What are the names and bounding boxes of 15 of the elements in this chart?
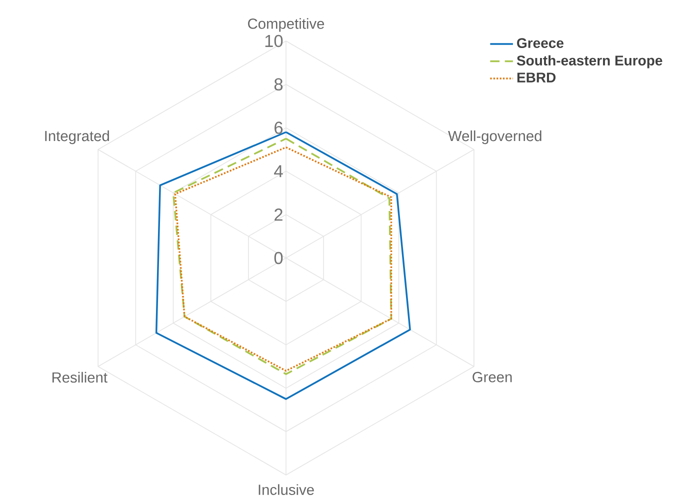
y-tick-label: 4 (274, 165, 283, 178)
spoke-label: Competitive (248, 18, 324, 32)
y-tick-label: 8 (274, 78, 283, 91)
y-tick-label: 6 (274, 122, 283, 134)
spoke-label: Integrated (45, 130, 109, 144)
spoke-label: Inclusive (258, 484, 314, 495)
legend-label: Greece (517, 38, 564, 48)
y-tick-label: 2 (274, 208, 282, 221)
y-tick-label: 10 (265, 34, 283, 48)
spoke-label: Green (472, 372, 512, 382)
spoke-label: Resilient (52, 372, 108, 383)
y-tick-label: 0 (274, 252, 283, 264)
legend-label: South-eastern Europe (516, 55, 662, 68)
legend-label: EBRD (517, 72, 556, 82)
spoke-label: Well-governed (448, 130, 542, 144)
